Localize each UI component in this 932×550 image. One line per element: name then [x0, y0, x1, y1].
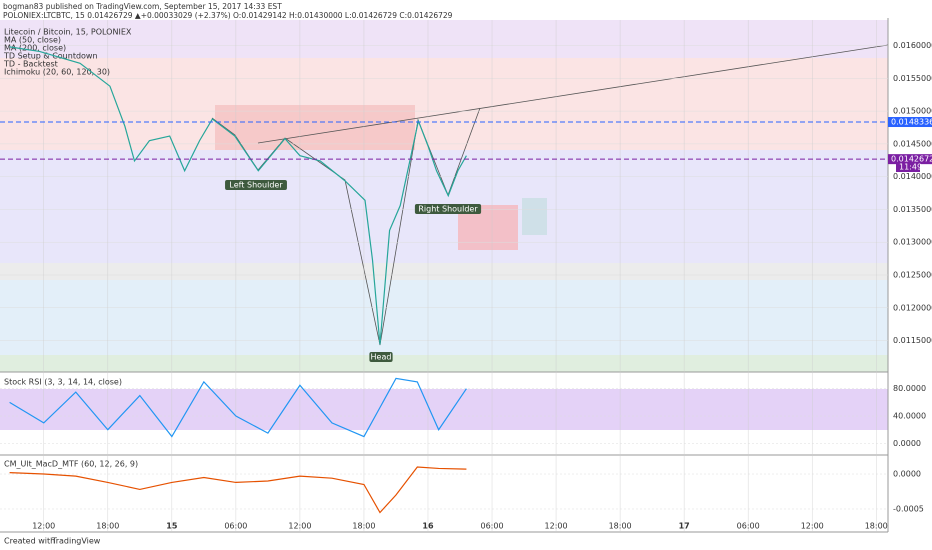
rsi-band [0, 389, 888, 430]
x-tick-label: 18:00 [96, 522, 119, 531]
x-tick-label: 06:00 [224, 522, 247, 531]
legend-entry: TD Setup & Countdown [3, 52, 98, 61]
x-tick-label: 12:00 [545, 522, 568, 531]
panel-title: CM_Ult_MacD_MTF (60, 12, 26, 9) [4, 460, 138, 469]
x-tick-label: 12:00 [288, 522, 311, 531]
legend-entry: Litecoin / Bitcoin, 15, POLONIEX [4, 28, 132, 37]
y-tick-label: 0.01250000 [893, 270, 932, 279]
x-tick-label: 06:00 [480, 522, 503, 531]
y-tick-label: 0.01500000 [893, 107, 932, 116]
annotation-box [414, 204, 482, 214]
band [0, 58, 888, 150]
y-tick-label: 0.01450000 [893, 139, 932, 148]
x-tick-label: 15 [166, 522, 178, 531]
annotation-box [225, 180, 287, 190]
y-tick-label: 80.0000 [893, 384, 926, 393]
neckline [257, 44, 889, 144]
cloud [215, 105, 415, 150]
y-tick-label: 0.01550000 [893, 74, 932, 83]
y-tick-label: 0.01200000 [893, 303, 932, 312]
countdown: 11:49 [899, 163, 922, 172]
y-tick-label: 0.01350000 [893, 205, 932, 214]
annotation-box [369, 352, 393, 362]
y-tick-label: 0.0000 [893, 470, 921, 479]
y-tick-label: 0.0000 [893, 439, 921, 448]
legend-entry: MA (200, close) [4, 44, 66, 53]
price-label-box [888, 154, 932, 165]
symbol-line: POLONIEX:LTCBTC, 15 0.01426729 ▲+0.00033… [3, 11, 453, 20]
footer-created: Created with [4, 537, 55, 546]
price-label: 0.01483367 [891, 118, 932, 127]
x-tick-label: 16 [422, 522, 434, 531]
x-tick-label: 18:00 [352, 522, 375, 531]
series-line [9, 377, 467, 438]
x-tick-label: 18:00 [865, 522, 888, 531]
publish-line: bogman83 published on TradingView.com, S… [3, 2, 282, 11]
legend-entry: TD - Backtest [3, 60, 58, 69]
annotation: Head [371, 353, 392, 362]
band [0, 280, 888, 355]
annotation: Right Shoulder [418, 205, 478, 214]
y-tick-label: 0.01600000 [893, 41, 932, 50]
x-tick-label: 17 [679, 522, 690, 531]
band [0, 263, 888, 280]
panel-title: Stock RSI (3, 3, 14, 14, close) [4, 378, 122, 387]
band [0, 355, 888, 372]
y-tick-label: 0.01150000 [893, 336, 932, 345]
y-tick-label: 0.01400000 [893, 172, 932, 181]
countdown-box [896, 162, 920, 172]
x-tick-label: 06:00 [737, 522, 760, 531]
legend-entry: Ichimoku (20, 60, 120, 30) [4, 68, 110, 77]
annotation: Left Shoulder [229, 181, 283, 190]
y-tick-label: -0.0005 [893, 504, 924, 513]
price-label-box [888, 117, 932, 128]
x-tick-label: 12:00 [801, 522, 824, 531]
y-tick-label: 0.01300000 [893, 238, 932, 247]
x-tick-label: 12:00 [32, 522, 55, 531]
x-tick-label: 18:00 [609, 522, 632, 531]
series-line [9, 466, 467, 514]
series-line [9, 46, 467, 345]
band [0, 20, 888, 58]
price-label: 0.01426729 [891, 155, 932, 164]
y-tick-label: 40.0000 [893, 412, 926, 421]
legend-entry: MA (50, close) [4, 36, 61, 45]
footer-brand: TradingView [51, 537, 101, 546]
cloud [522, 198, 547, 235]
